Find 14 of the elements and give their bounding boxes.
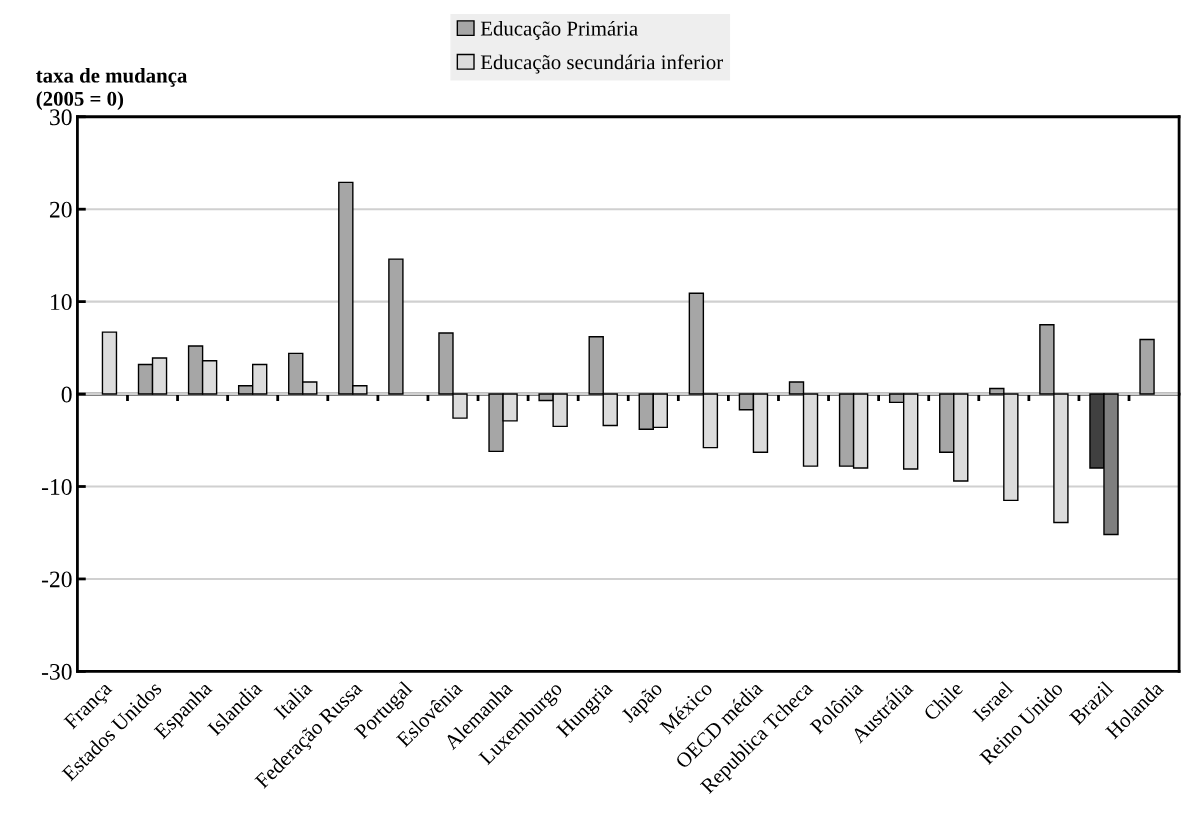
bar — [1139, 338, 1155, 395]
y-tick-label: 20 — [49, 201, 72, 218]
legend-label: Educação Primária — [480, 20, 638, 40]
y-axis-title: taxa de mudança (2005 = 0) — [36, 67, 188, 111]
y-tick-label: -30 — [41, 663, 72, 680]
legend-label: Educação secundária inferior — [480, 54, 723, 74]
y-tick-label: -20 — [41, 571, 72, 588]
y-tick-label: -10 — [41, 478, 72, 495]
bar — [388, 258, 404, 395]
x-tick-label: Chile — [922, 680, 964, 722]
x-tick-label: Italia — [273, 679, 313, 720]
y-tick-label: 10 — [51, 294, 72, 311]
y-tick-label: 30 — [50, 109, 72, 126]
y-tick-label: 0 — [61, 386, 72, 403]
